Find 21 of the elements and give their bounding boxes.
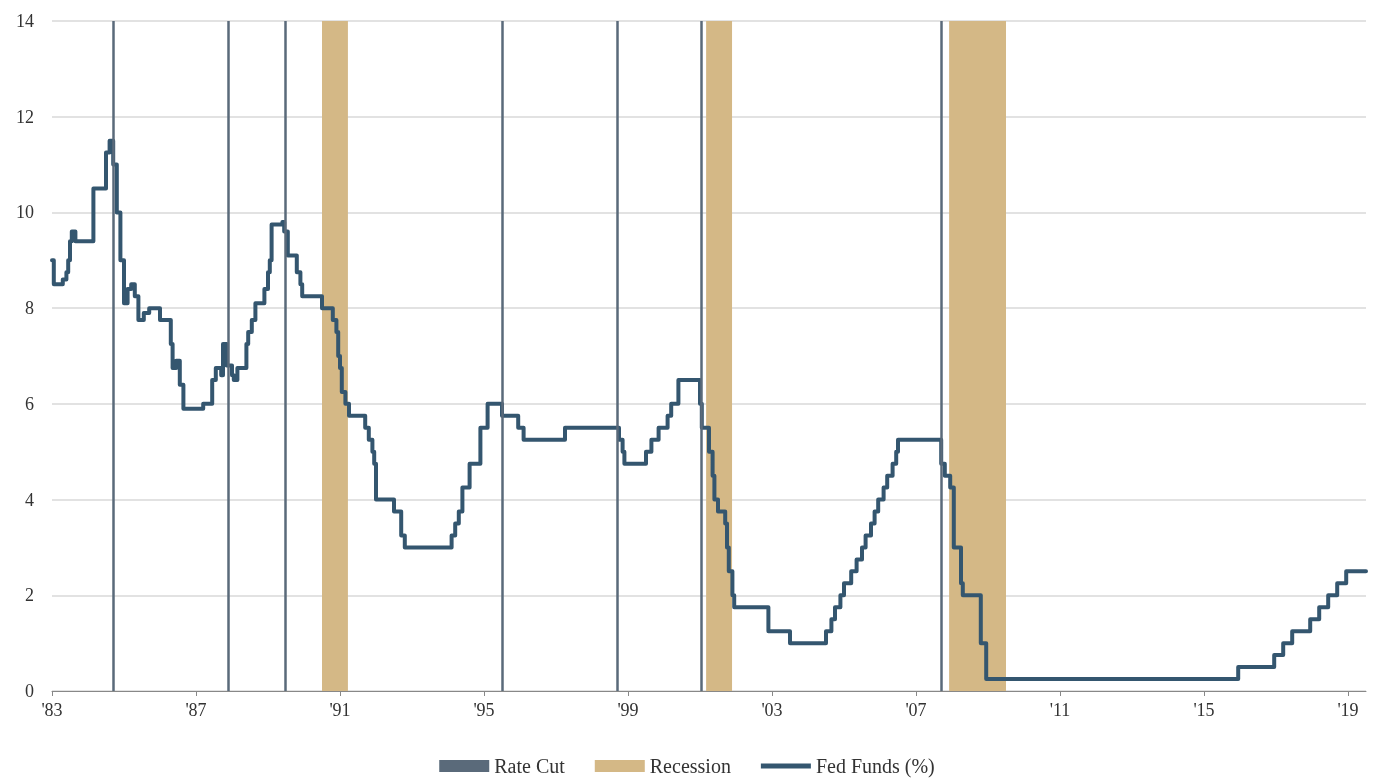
x-tick-label: '91 xyxy=(329,700,351,720)
legend-label: Fed Funds (%) xyxy=(815,755,935,778)
y-tick-label: 2 xyxy=(25,585,34,606)
x-tick-label: '99 xyxy=(617,700,639,720)
x-tick-label: '87 xyxy=(185,700,207,720)
x-tick-label: '83 xyxy=(41,700,63,720)
x-tick-label: '95 xyxy=(473,700,495,720)
y-tick-label: 8 xyxy=(25,298,34,319)
y-tick-label: 4 xyxy=(25,489,34,510)
y-tick-label: 14 xyxy=(16,11,34,31)
y-tick-label: 0 xyxy=(25,681,34,701)
x-tick-label: '19 xyxy=(1337,700,1359,720)
x-tick-label: '07 xyxy=(905,700,927,720)
x-tick-label: '03 xyxy=(761,700,783,720)
legend-label: Recession xyxy=(649,755,731,777)
x-tick-label: '15 xyxy=(1193,700,1215,720)
x-tick-label: '11 xyxy=(1049,700,1071,720)
y-tick-label: 10 xyxy=(16,202,34,223)
y-tick-label: 6 xyxy=(25,393,34,414)
legend-label: Rate Cut xyxy=(494,755,566,777)
y-tick-label: 12 xyxy=(16,106,34,127)
